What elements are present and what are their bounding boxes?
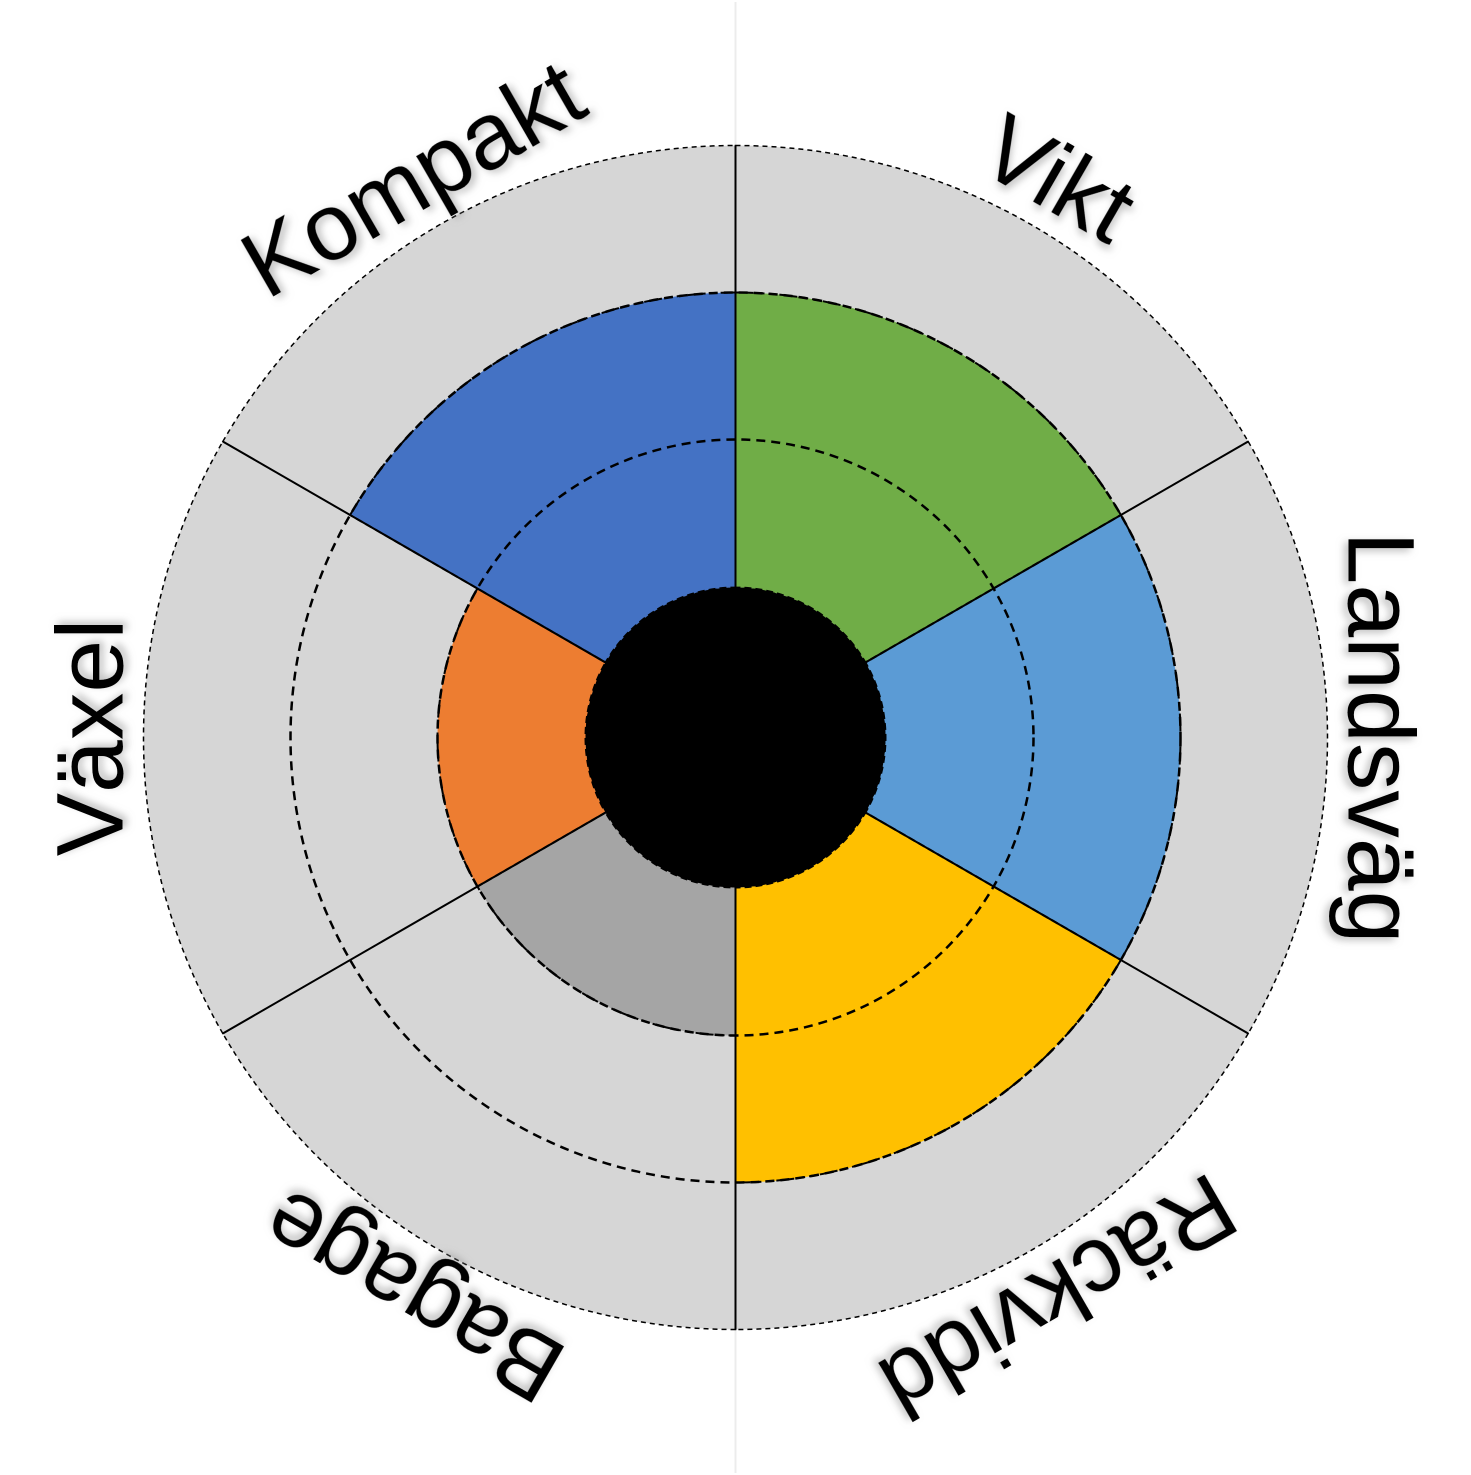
sector-label-landsvag: Landsväg [1328,531,1434,943]
sector-divider-240deg [222,811,607,1035]
background-segment-vaxel [142,440,607,1035]
sector-divider-60deg [864,440,1249,664]
sector-divider-120deg [864,811,1249,1035]
center-hole [585,587,886,888]
sector-label-vaxel: Växel [38,619,144,857]
sector-divider-300deg [222,440,607,664]
